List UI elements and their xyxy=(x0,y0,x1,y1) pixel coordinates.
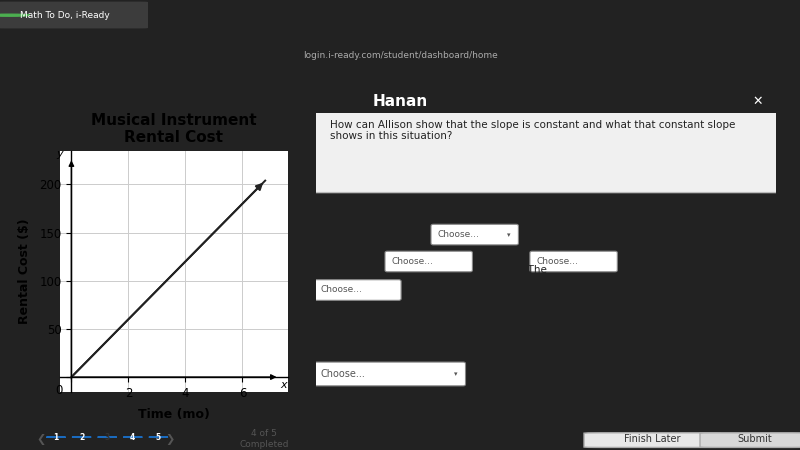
Text: Finish Later: Finish Later xyxy=(624,434,680,444)
Text: ▾: ▾ xyxy=(507,232,510,238)
Text: ❮: ❮ xyxy=(37,434,46,445)
Y-axis label: Rental Cost ($): Rental Cost ($) xyxy=(18,218,31,324)
Text: 0: 0 xyxy=(56,384,63,397)
FancyBboxPatch shape xyxy=(314,280,401,300)
Text: Choose...: Choose... xyxy=(321,369,366,379)
Circle shape xyxy=(0,14,30,16)
Text: change divided by the: change divided by the xyxy=(620,266,736,275)
FancyBboxPatch shape xyxy=(431,224,518,245)
Text: 4 of 5
Completed: 4 of 5 Completed xyxy=(239,429,289,449)
Text: 5: 5 xyxy=(156,432,161,441)
Text: ✕: ✕ xyxy=(752,95,762,108)
Text: Allison rents the instrument.: Allison rents the instrument. xyxy=(472,369,622,379)
Text: triangles. The: triangles. The xyxy=(474,266,546,275)
Text: constant.: constant. xyxy=(316,323,365,333)
FancyBboxPatch shape xyxy=(311,110,781,193)
X-axis label: Time (mo): Time (mo) xyxy=(138,408,210,421)
Text: x: x xyxy=(281,380,287,390)
FancyBboxPatch shape xyxy=(314,362,466,386)
Text: 1: 1 xyxy=(54,432,58,441)
FancyBboxPatch shape xyxy=(530,251,618,272)
Text: Choose...: Choose... xyxy=(392,257,434,266)
Text: change for any point on the line is the same, so the slope of the line is: change for any point on the line is the … xyxy=(403,297,772,307)
Text: ▾: ▾ xyxy=(454,371,458,377)
Text: Hanan: Hanan xyxy=(372,94,428,109)
Text: Math To Do, i-Ready: Math To Do, i-Ready xyxy=(20,11,110,20)
Text: Allison rents a musical instrument. This graph shows the cost to rent the instru: Allison rents a musical instrument. This… xyxy=(39,132,480,154)
Text: login.i-ready.com/student/dashboard/home: login.i-ready.com/student/dashboard/home xyxy=(302,51,498,59)
Text: The constant slope shows that the cost to rent an instrument is the same: The constant slope shows that the cost t… xyxy=(316,346,700,356)
FancyBboxPatch shape xyxy=(584,433,720,447)
Text: 3: 3 xyxy=(105,432,110,441)
Text: axis to form: axis to form xyxy=(316,266,378,275)
Text: Submit: Submit xyxy=(737,434,772,444)
Text: Choose one option from each drop-down menu to answer the question.: Choose one option from each drop-down me… xyxy=(316,202,689,212)
FancyBboxPatch shape xyxy=(385,251,472,272)
Text: Choose...: Choose... xyxy=(537,257,578,266)
Text: 2: 2 xyxy=(79,432,84,441)
Title: Musical Instrument
Rental Cost: Musical Instrument Rental Cost xyxy=(91,113,257,145)
Text: Choose...: Choose... xyxy=(438,230,480,239)
FancyBboxPatch shape xyxy=(0,2,148,28)
FancyBboxPatch shape xyxy=(700,433,800,447)
Text: Allison can draw: Allison can draw xyxy=(316,240,402,250)
Text: ❯: ❯ xyxy=(166,434,175,445)
Text: y: y xyxy=(57,148,63,159)
Text: Choose...: Choose... xyxy=(321,285,362,294)
Text: segments from any two points on the line to the x-: segments from any two points on the line… xyxy=(521,240,786,250)
Text: 4: 4 xyxy=(130,432,135,441)
Text: How can Allison show that the slope is constant and what that constant slope
sho: How can Allison show that the slope is c… xyxy=(330,120,735,141)
